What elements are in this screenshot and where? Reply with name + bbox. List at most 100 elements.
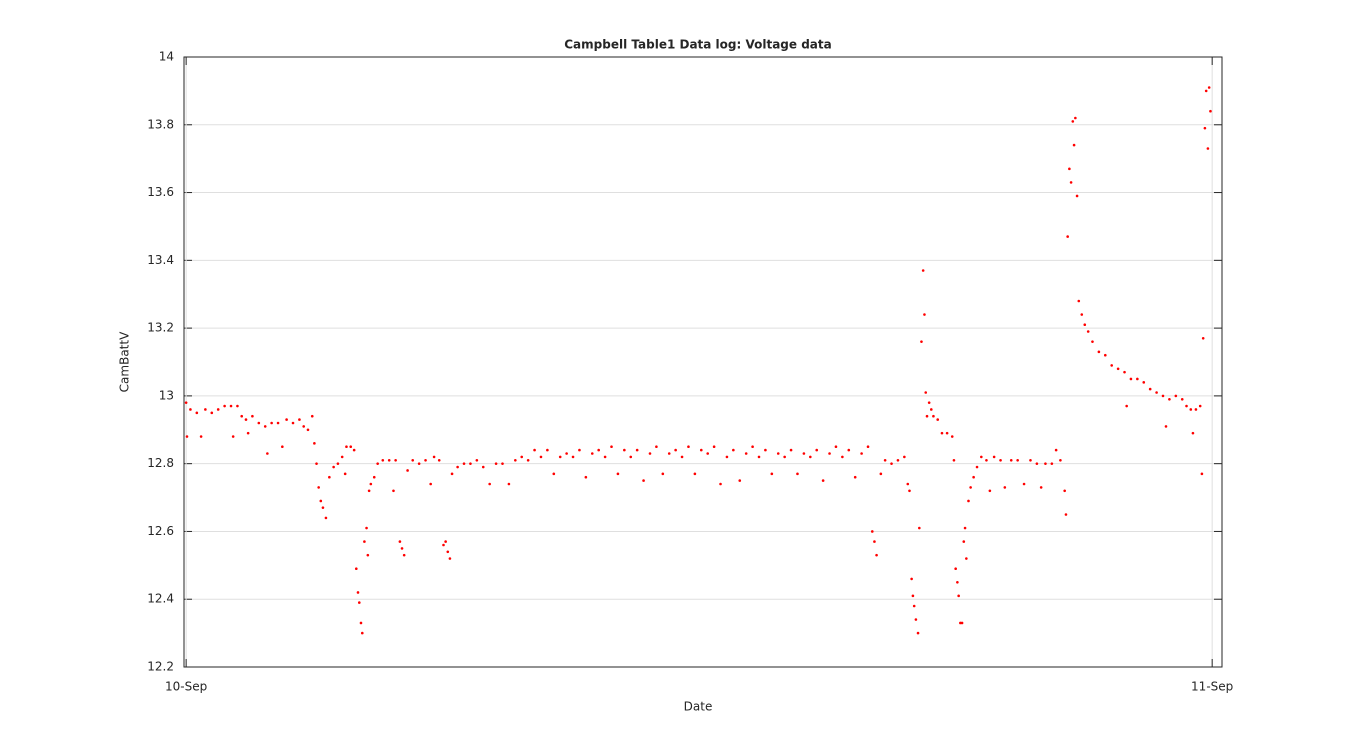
data-point bbox=[1039, 486, 1043, 489]
data-point bbox=[469, 462, 472, 465]
data-point bbox=[1016, 458, 1019, 462]
data-point bbox=[924, 391, 928, 394]
data-point bbox=[1125, 404, 1128, 408]
data-point bbox=[834, 445, 838, 449]
data-point bbox=[1054, 448, 1058, 452]
data-point bbox=[1185, 404, 1188, 408]
data-point bbox=[257, 421, 261, 425]
data-point bbox=[719, 482, 722, 486]
data-point bbox=[229, 404, 233, 408]
data-point bbox=[870, 530, 874, 533]
data-point bbox=[945, 431, 949, 435]
data-point bbox=[533, 448, 536, 452]
data-point bbox=[276, 421, 280, 425]
data-point bbox=[693, 472, 697, 476]
data-point bbox=[802, 452, 806, 455]
data-point bbox=[603, 455, 607, 459]
plot-frame bbox=[183, 56, 1223, 668]
data-point bbox=[1064, 513, 1068, 516]
x-tick-label: 11-Sep bbox=[1191, 680, 1233, 694]
data-point bbox=[629, 455, 633, 459]
data-point bbox=[999, 458, 1002, 462]
data-point bbox=[210, 411, 214, 415]
data-point bbox=[1203, 126, 1207, 130]
data-point bbox=[910, 577, 913, 581]
data-point bbox=[940, 431, 944, 435]
data-point bbox=[890, 462, 893, 465]
data-point bbox=[923, 313, 926, 316]
data-point bbox=[1059, 458, 1062, 462]
data-point bbox=[345, 445, 348, 449]
data-point bbox=[352, 448, 356, 452]
data-point bbox=[1189, 408, 1193, 411]
data-point bbox=[757, 455, 761, 459]
data-point bbox=[648, 452, 652, 455]
data-point bbox=[231, 435, 235, 438]
data-point bbox=[398, 540, 402, 543]
data-point bbox=[1083, 323, 1087, 327]
data-point bbox=[1129, 377, 1133, 381]
data-point bbox=[402, 553, 406, 557]
data-point bbox=[1174, 394, 1178, 398]
data-point bbox=[444, 540, 447, 543]
data-point bbox=[1164, 425, 1168, 428]
data-point bbox=[315, 462, 318, 465]
data-point bbox=[1180, 397, 1184, 401]
data-point bbox=[980, 455, 983, 459]
data-point bbox=[751, 445, 754, 449]
data-point bbox=[1200, 472, 1204, 476]
y-tick-label: 13.4 bbox=[147, 253, 174, 267]
data-point bbox=[725, 455, 729, 459]
data-point bbox=[429, 482, 432, 486]
data-point bbox=[828, 452, 831, 455]
data-point bbox=[911, 594, 915, 598]
data-point bbox=[387, 458, 391, 462]
data-point bbox=[1003, 486, 1007, 489]
data-point bbox=[1103, 353, 1107, 357]
data-point bbox=[204, 408, 207, 411]
data-point bbox=[1074, 116, 1077, 120]
data-point bbox=[954, 567, 957, 571]
data-point bbox=[366, 553, 370, 557]
data-point bbox=[1009, 458, 1013, 462]
data-point bbox=[764, 448, 767, 452]
data-point bbox=[216, 408, 220, 411]
data-point bbox=[1050, 462, 1054, 465]
data-point bbox=[1069, 181, 1073, 184]
data-point bbox=[712, 445, 716, 449]
data-point bbox=[291, 421, 295, 425]
data-point bbox=[306, 428, 310, 432]
data-point bbox=[975, 465, 979, 469]
data-point bbox=[552, 472, 556, 476]
data-point bbox=[988, 489, 992, 493]
data-point bbox=[501, 462, 504, 465]
data-point bbox=[969, 486, 972, 489]
data-point bbox=[590, 452, 594, 455]
data-point bbox=[442, 543, 445, 547]
data-point bbox=[520, 455, 524, 459]
data-point bbox=[1072, 143, 1076, 147]
data-point bbox=[680, 455, 684, 459]
data-point bbox=[1201, 336, 1205, 340]
data-point bbox=[866, 445, 870, 449]
data-point bbox=[1066, 235, 1069, 238]
data-point bbox=[950, 435, 954, 438]
data-point bbox=[313, 442, 316, 445]
data-point bbox=[1198, 404, 1202, 408]
y-tick-label: 12.6 bbox=[147, 524, 174, 538]
data-point bbox=[1110, 364, 1114, 367]
data-point bbox=[744, 452, 748, 455]
data-point bbox=[992, 455, 996, 459]
data-point bbox=[623, 448, 626, 452]
data-point bbox=[424, 458, 427, 462]
data-point bbox=[706, 452, 710, 455]
data-point bbox=[597, 448, 600, 452]
data-point bbox=[1068, 167, 1071, 171]
data-point bbox=[770, 472, 774, 476]
data-point bbox=[960, 621, 964, 625]
data-point bbox=[285, 418, 288, 421]
data-point bbox=[985, 458, 988, 462]
data-point bbox=[365, 526, 368, 530]
data-point bbox=[356, 591, 360, 594]
